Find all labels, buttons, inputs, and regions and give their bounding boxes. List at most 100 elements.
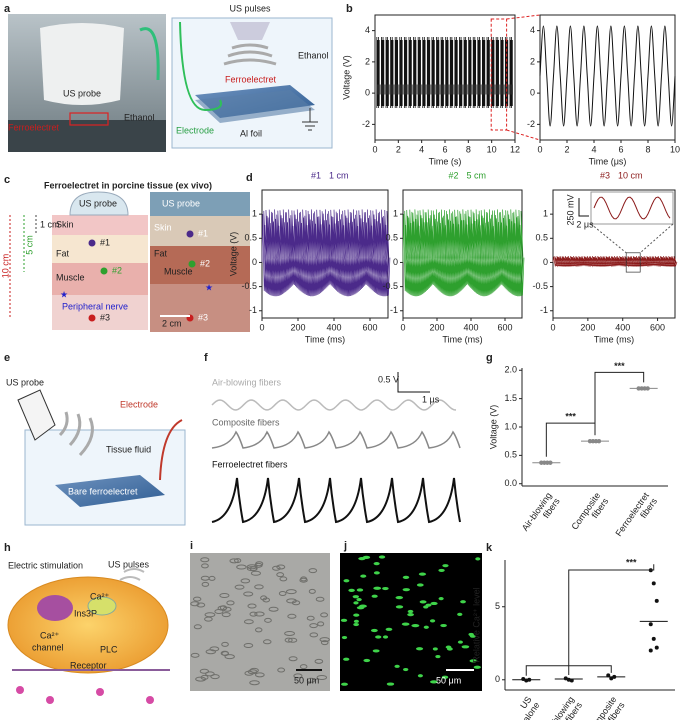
cell — [284, 637, 293, 643]
cell — [284, 630, 295, 636]
x-axis-label: Time (ms) — [594, 334, 634, 344]
label: PLC — [100, 644, 118, 654]
y-tick-label: -1 — [390, 305, 398, 315]
panel-c-schematic: ★ ★ — [9, 191, 250, 332]
cell — [249, 680, 260, 686]
label: Ca²⁺ — [40, 630, 60, 640]
cell — [190, 652, 200, 658]
cell — [236, 564, 247, 570]
cell — [371, 594, 378, 598]
zoom-lines — [590, 223, 674, 254]
panel-label: f — [204, 352, 208, 364]
y-tick-label: 0 — [393, 257, 398, 267]
cell — [288, 637, 298, 643]
cell — [209, 646, 220, 652]
trace — [211, 430, 461, 449]
cell — [286, 598, 297, 604]
cell — [373, 571, 380, 575]
cell — [473, 665, 481, 669]
cell — [221, 641, 229, 647]
chart-title: #1 — [311, 170, 321, 180]
cell — [264, 617, 272, 623]
y-tick-label: -1 — [249, 305, 257, 315]
panel-a-photo — [8, 14, 166, 152]
sample-point — [654, 598, 659, 603]
cell — [353, 613, 360, 617]
cell — [469, 659, 478, 663]
cell — [457, 612, 463, 616]
label: Receptor — [70, 660, 107, 670]
cell — [260, 595, 268, 601]
y-axis-label: Voltage (V) — [488, 405, 498, 450]
bracket — [568, 564, 655, 666]
cell — [356, 598, 362, 602]
cell — [306, 615, 315, 621]
label: #1 — [198, 228, 208, 238]
panel-label: a — [4, 3, 11, 15]
trace-label: Composite fibers — [212, 417, 280, 427]
sample-point — [566, 677, 571, 682]
label: #2 — [112, 265, 122, 275]
cell — [306, 677, 316, 683]
cell — [460, 600, 466, 604]
x-tick-label: Compositefibers — [570, 490, 611, 537]
inset-trace — [593, 196, 671, 220]
cell — [373, 586, 382, 590]
point — [645, 386, 650, 391]
chart-title: #3 — [600, 170, 610, 180]
y-tick-label: 0 — [365, 88, 370, 98]
cell — [276, 572, 285, 578]
label: 1 cm — [40, 219, 60, 229]
x-tick-label: 6 — [442, 144, 447, 154]
cell — [254, 584, 264, 590]
cell — [461, 645, 470, 649]
sample-point — [527, 677, 532, 682]
sample-point — [606, 673, 611, 678]
cells — [190, 557, 330, 686]
cell — [416, 647, 424, 651]
cell — [234, 558, 242, 564]
label: Ferroelectret — [8, 122, 60, 132]
cell — [254, 611, 265, 617]
cell — [395, 596, 404, 600]
cell — [435, 654, 441, 659]
label: Ethanol — [124, 112, 155, 122]
cell — [343, 657, 350, 661]
point — [548, 460, 553, 465]
cell — [411, 624, 420, 628]
cell — [220, 650, 229, 656]
cell — [430, 601, 438, 606]
x-tick-label: 600 — [362, 322, 377, 332]
cell — [255, 627, 263, 633]
label: Electrode — [120, 399, 158, 409]
cell — [243, 619, 254, 625]
sample-point — [563, 676, 568, 681]
label: Muscle — [164, 266, 193, 276]
cell — [317, 621, 325, 627]
y-tick-label: 1.5 — [504, 393, 517, 403]
chart-subtitle: 5 cm — [467, 170, 487, 180]
cell — [196, 602, 206, 608]
cell — [340, 618, 348, 622]
label: Ethanol — [298, 50, 329, 60]
cell — [359, 604, 367, 608]
sample-point — [612, 674, 617, 679]
cell — [319, 637, 330, 643]
cell — [243, 591, 254, 597]
panel-label: j — [343, 540, 347, 552]
x-tick-label: 8 — [466, 144, 471, 154]
zoom-box — [625, 252, 641, 273]
x-tick-label: Air-blowingfibers — [520, 490, 562, 538]
significance: *** — [626, 557, 637, 567]
y-tick-label: 2 — [365, 56, 370, 66]
cell — [432, 647, 438, 651]
cell — [219, 592, 230, 598]
label: channel — [32, 642, 64, 652]
cell — [386, 682, 395, 686]
cell — [309, 632, 319, 638]
x-tick-label: 4 — [591, 144, 596, 154]
cell — [363, 658, 371, 663]
cell — [250, 570, 262, 576]
y-tick-label: 0 — [543, 257, 548, 267]
panel-label: b — [346, 3, 353, 15]
